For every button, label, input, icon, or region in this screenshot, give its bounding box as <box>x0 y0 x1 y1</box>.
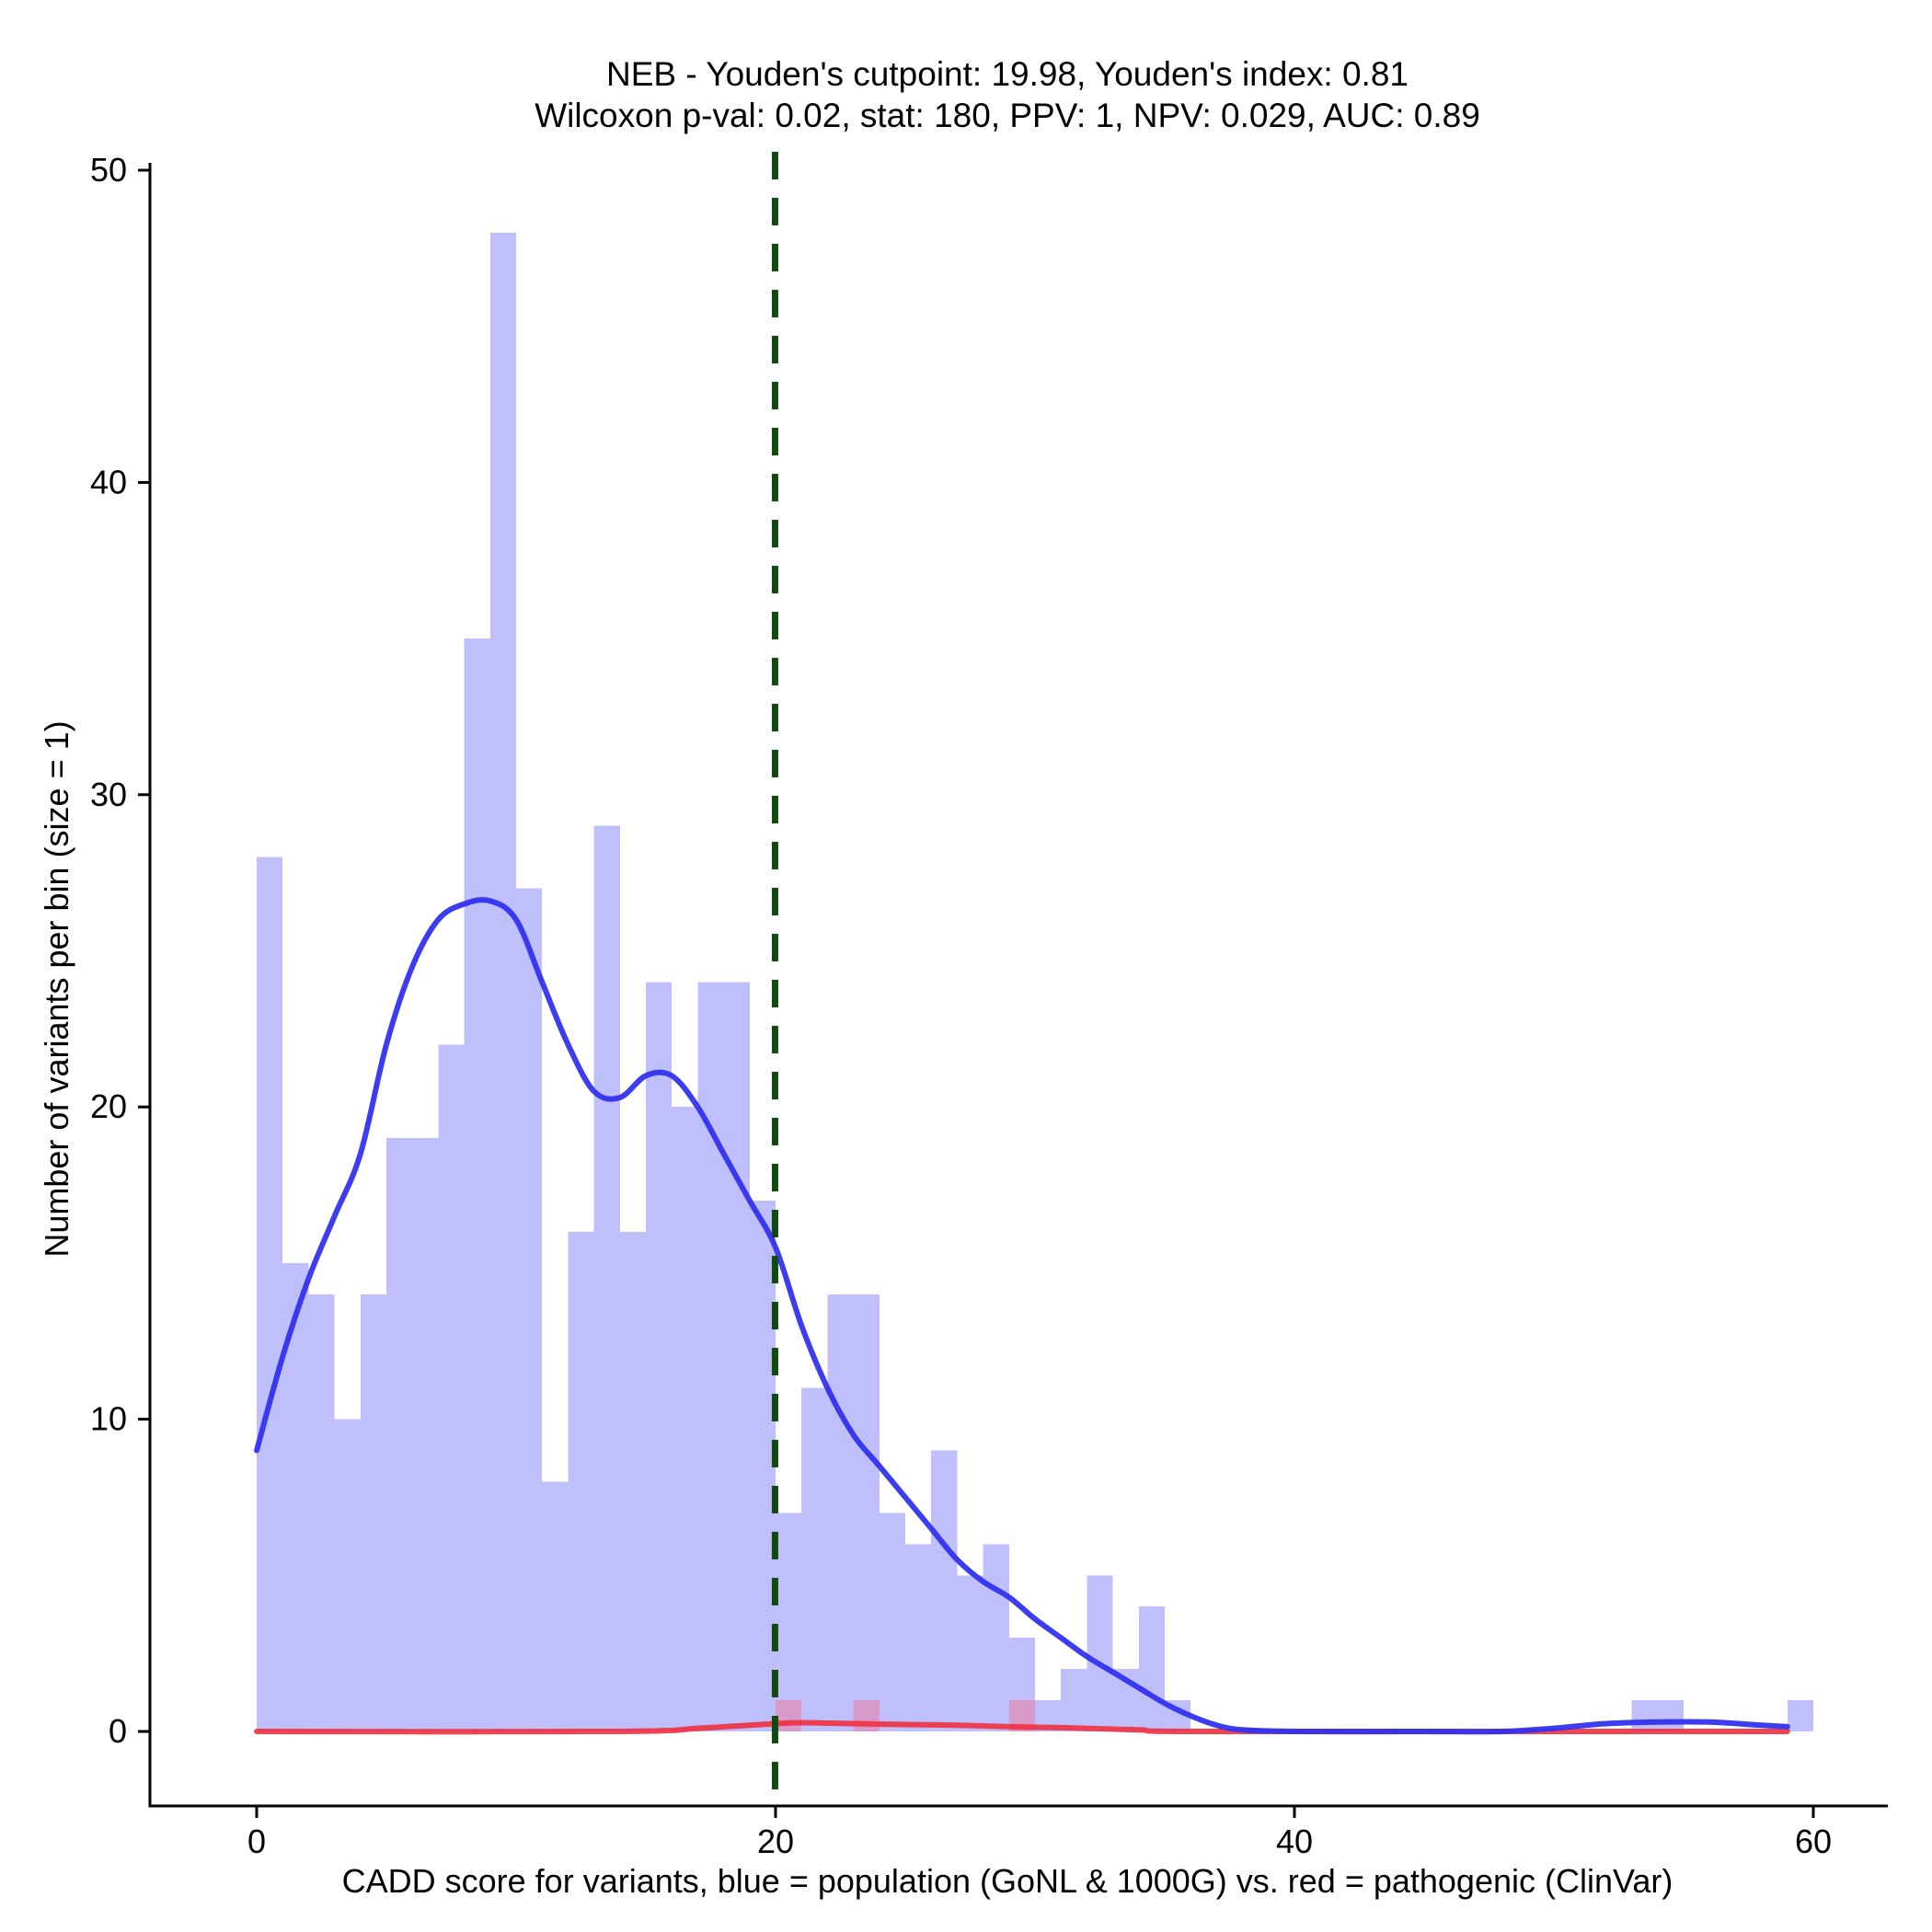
axes: 0 20 40 60 0 10 20 30 40 50 <box>90 151 1888 1860</box>
x-tick-label: 20 <box>757 1823 794 1860</box>
pathogenic-bar <box>776 1700 802 1731</box>
population-bar <box>489 232 516 1731</box>
chart-title-line-1: NEB - Youden's cutpoint: 19.98, Youden's… <box>606 55 1409 93</box>
x-tick-label: 40 <box>1276 1823 1313 1860</box>
chart-title: NEB - Youden's cutpoint: 19.98, Youden's… <box>535 55 1480 134</box>
y-tick-label: 20 <box>90 1087 127 1125</box>
population-bar <box>776 1512 802 1731</box>
pathogenic-bars <box>776 1700 1035 1731</box>
population-bar <box>464 638 490 1731</box>
population-bar <box>1087 1575 1113 1731</box>
population-bar <box>879 1512 905 1731</box>
population-bar <box>672 1107 698 1731</box>
population-density-line <box>254 897 1790 1735</box>
population-bar <box>1138 1606 1165 1731</box>
population-bar <box>386 1138 413 1731</box>
y-tick-label: 10 <box>90 1400 127 1438</box>
y-tick-label: 30 <box>90 776 127 813</box>
x-axis-label: CADD score for variants, blue = populati… <box>342 1862 1673 1900</box>
x-tick-label: 0 <box>247 1823 266 1860</box>
population-bar <box>749 1201 776 1731</box>
y-tick-label: 50 <box>90 151 127 189</box>
population-bar <box>723 982 750 1731</box>
population-bar <box>801 1387 828 1731</box>
population-bar <box>334 1419 361 1731</box>
population-bar <box>282 1262 309 1731</box>
population-bar <box>257 857 283 1731</box>
y-tick-label: 40 <box>90 463 127 500</box>
population-bar <box>1631 1700 1658 1731</box>
population-bar <box>1787 1700 1813 1731</box>
population-bar <box>957 1575 983 1731</box>
population-bar <box>853 1294 880 1731</box>
population-bar <box>905 1544 932 1731</box>
population-bar <box>438 1044 465 1731</box>
population-bar <box>697 982 724 1731</box>
population-bar <box>619 1231 646 1731</box>
density-curves <box>254 897 1790 1735</box>
chart-title-line-2: Wilcoxon p-val: 0.02, stat: 180, PPV: 1,… <box>535 97 1480 134</box>
population-bar <box>593 825 620 1731</box>
x-tick-label: 60 <box>1795 1823 1832 1860</box>
population-bar <box>827 1294 854 1731</box>
population-bar <box>646 982 673 1731</box>
population-bar <box>1061 1669 1087 1731</box>
y-tick-label: 0 <box>109 1712 127 1750</box>
population-bar <box>1657 1700 1684 1731</box>
population-bar <box>412 1138 439 1731</box>
population-bar <box>568 1231 594 1731</box>
population-bar <box>516 888 543 1731</box>
population-bar <box>542 1481 569 1731</box>
population-bars <box>257 232 1813 1731</box>
population-bar <box>983 1544 1009 1731</box>
population-bar <box>931 1450 958 1731</box>
population-bar <box>308 1294 335 1731</box>
population-bar <box>360 1294 386 1731</box>
y-axis-label: Number of variants per bin (size = 1) <box>38 720 75 1257</box>
